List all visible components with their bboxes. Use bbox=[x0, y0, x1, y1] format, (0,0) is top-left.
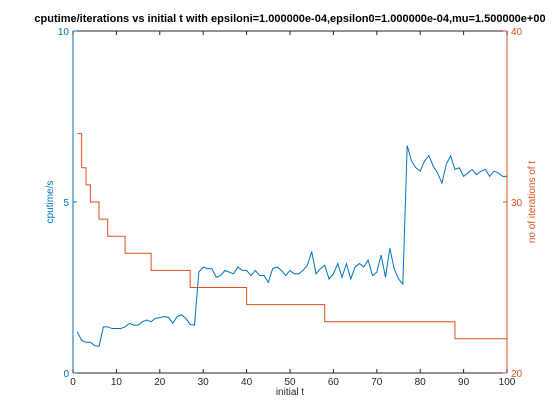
right-axis-label: no of iterations of t bbox=[527, 161, 538, 243]
x-tick-label: 30 bbox=[198, 377, 210, 388]
x-tick-label: 90 bbox=[458, 377, 470, 388]
left-y-tick-label: 0 bbox=[63, 369, 69, 380]
x-tick-label: 0 bbox=[70, 377, 76, 388]
x-tick-label: 70 bbox=[371, 377, 383, 388]
x-axis-label: initial t bbox=[276, 387, 305, 398]
plot-area bbox=[73, 31, 507, 373]
axes-layer: 0 10 20 30 40 50 60 70 80 90 100 0 5 10 20 30 40 bbox=[58, 27, 523, 388]
x-tick-label: 100 bbox=[499, 377, 516, 388]
x-tick-label: 40 bbox=[241, 377, 253, 388]
right-y-tick-label: 30 bbox=[511, 198, 523, 209]
cputime-series-line bbox=[76, 145, 507, 347]
left-y-tick-label: 5 bbox=[63, 198, 69, 209]
right-y-tick-label: 20 bbox=[511, 369, 523, 380]
x-tick-label: 80 bbox=[415, 377, 427, 388]
left-y-tick-label: 10 bbox=[58, 27, 70, 38]
x-tick-label: 20 bbox=[154, 377, 166, 388]
right-y-tick-label: 40 bbox=[511, 27, 523, 38]
left-axis-label: cputime/s bbox=[45, 181, 56, 224]
x-tick-label: 10 bbox=[111, 377, 123, 388]
series-layer bbox=[76, 133, 507, 347]
iterations-series-line bbox=[77, 133, 507, 340]
x-tick-label: 50 bbox=[284, 377, 296, 388]
chart-title: cputime/iterations vs initial t with eps… bbox=[34, 13, 545, 25]
x-tick-label: 60 bbox=[328, 377, 340, 388]
